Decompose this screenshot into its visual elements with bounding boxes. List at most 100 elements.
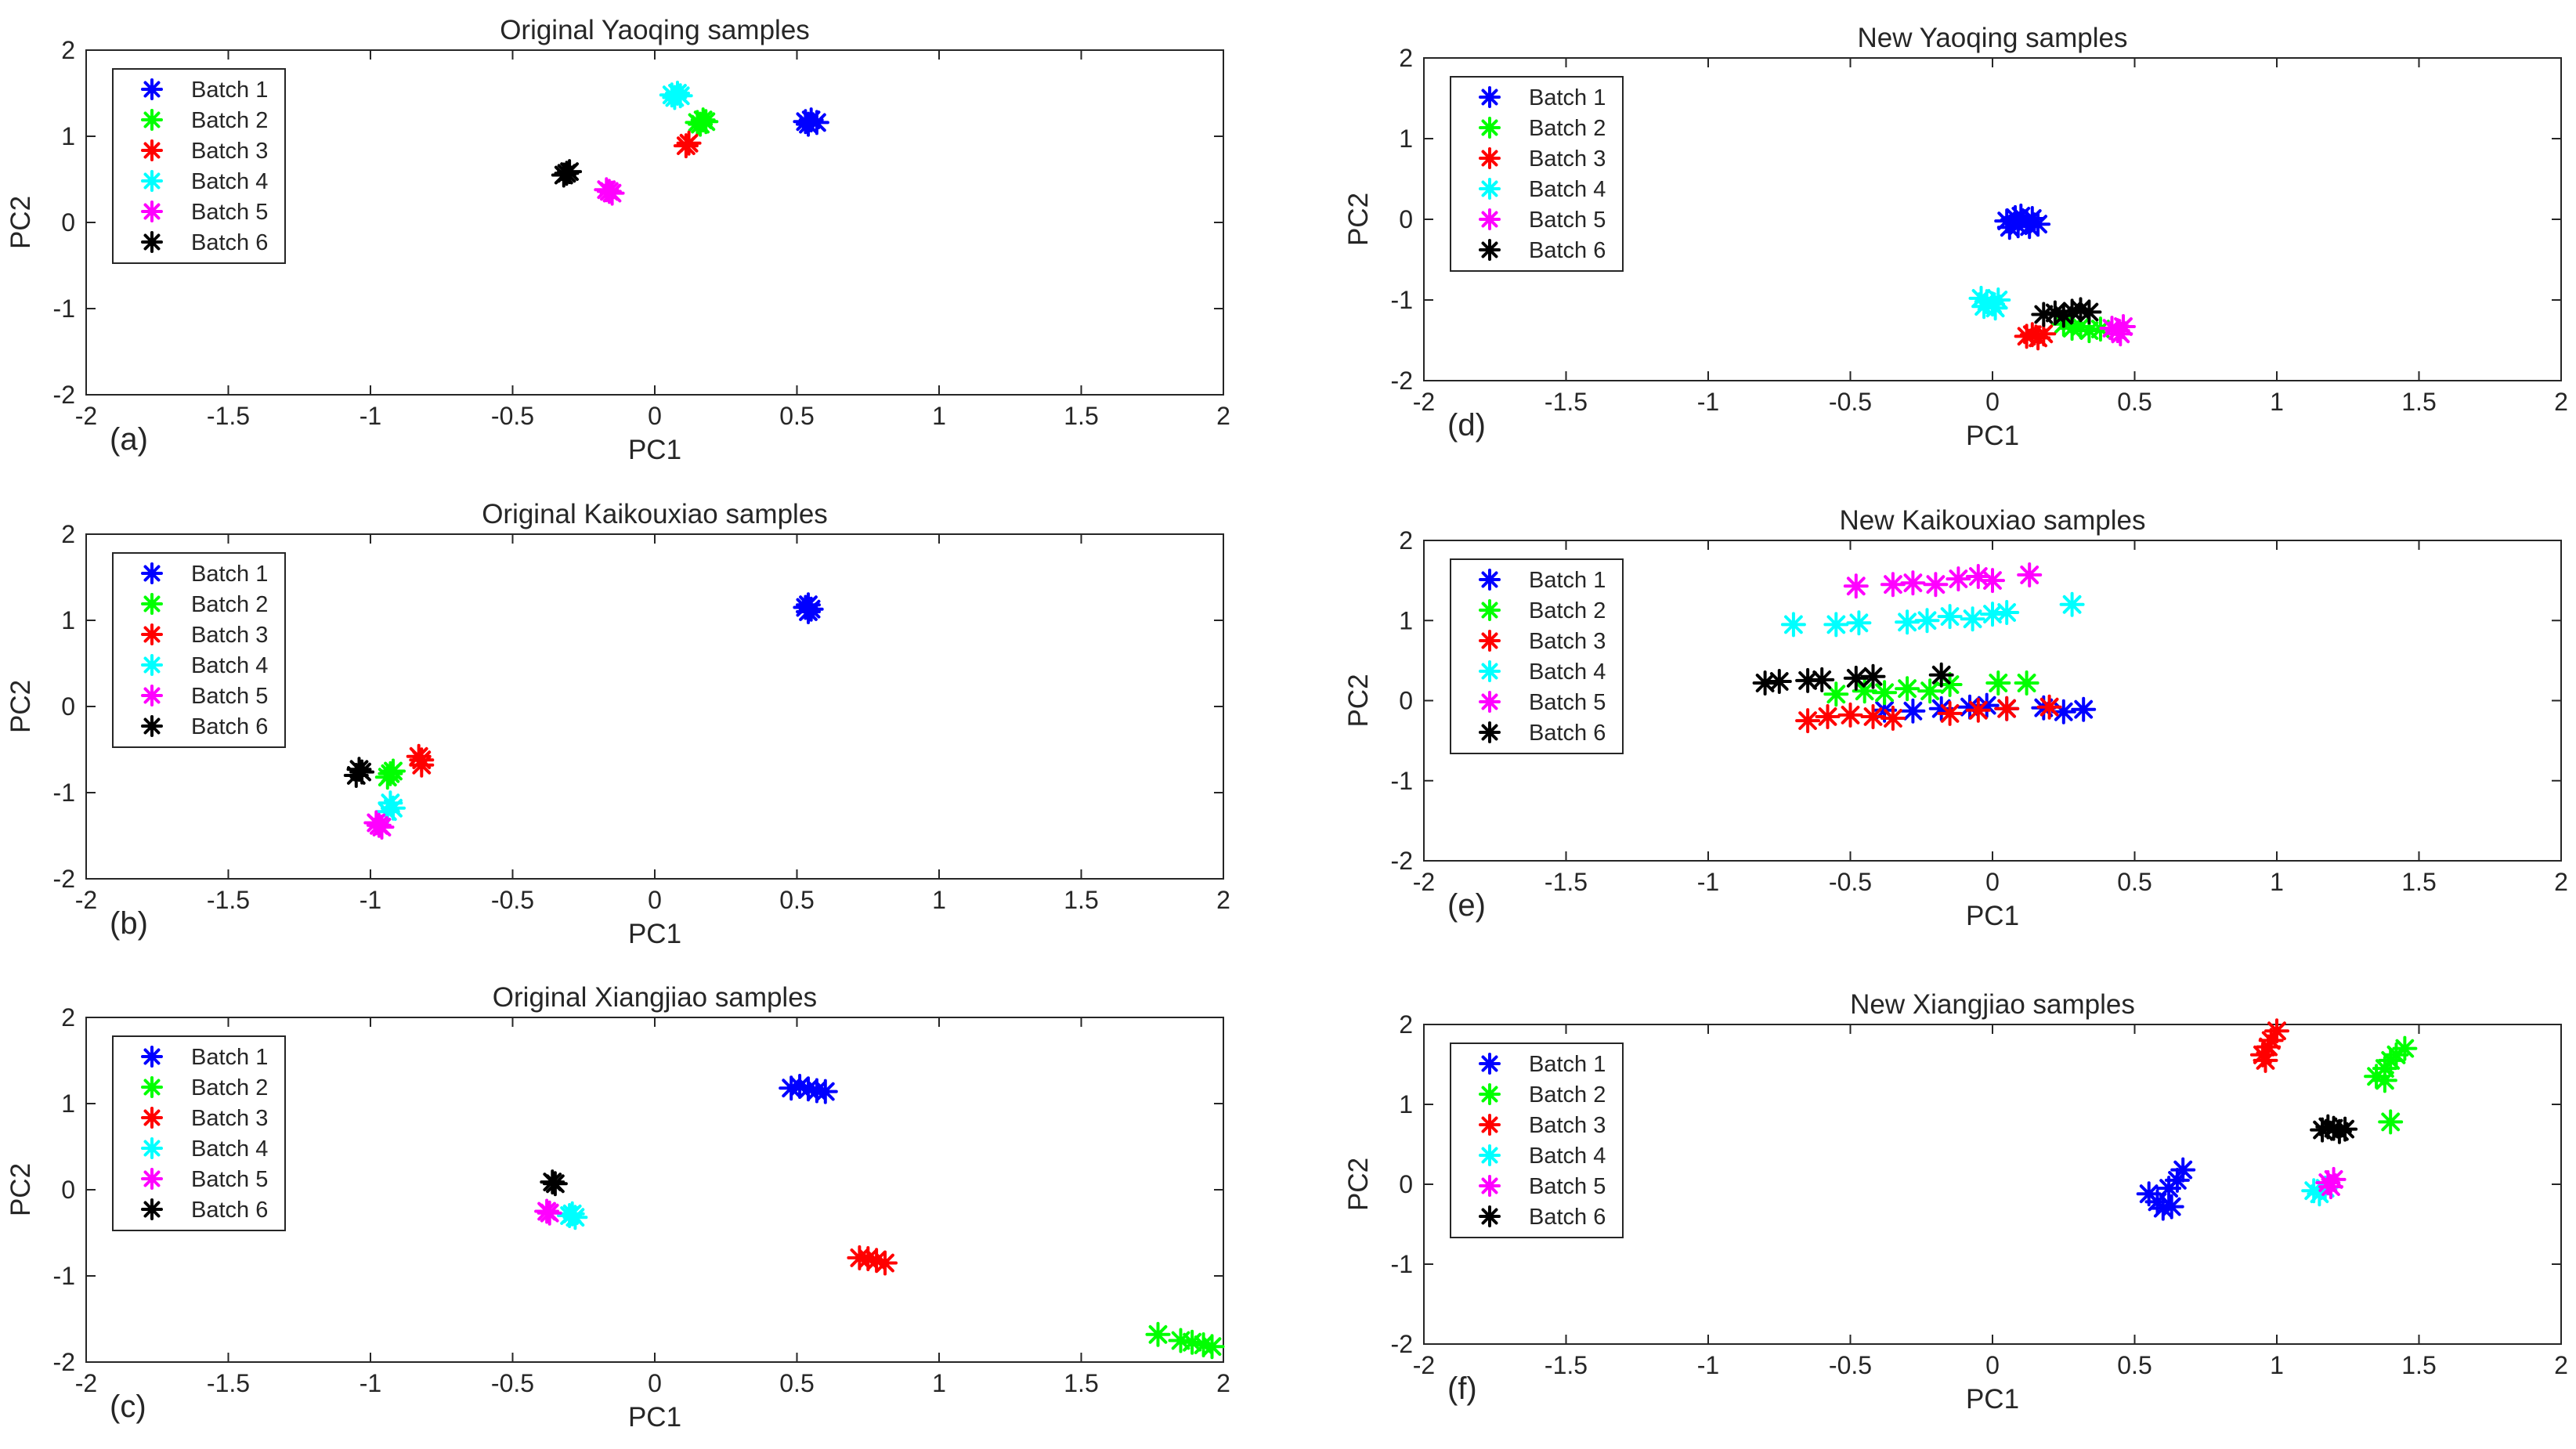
- y-tick-label: 0: [1399, 205, 1413, 233]
- panel-5: New Kaikouxiao samples -2 -1.5 -1 -0.5 0 0.5 1 1…: [1343, 505, 2568, 931]
- x-axis-label: PC1: [1966, 901, 2019, 931]
- x-tick-label: -1.5: [1545, 388, 1588, 416]
- data-point: [559, 1201, 585, 1227]
- x-tick-label: -2: [75, 402, 97, 430]
- data-point: [1937, 604, 1963, 630]
- y-tick-label: 2: [61, 520, 75, 548]
- legend-marker: [1479, 178, 1501, 200]
- series-batch-3: [847, 1245, 898, 1276]
- y-axis-label: PC2: [1343, 1158, 1374, 1211]
- x-tick-label: -2: [75, 1369, 97, 1397]
- x-tick-label: 1: [2270, 868, 2284, 896]
- data-point: [1965, 564, 1991, 589]
- x-tick-label: -1: [1697, 868, 1719, 896]
- data-point: [594, 177, 620, 203]
- legend-label: Batch 4: [191, 169, 268, 194]
- series-batch-1: [1994, 203, 2051, 240]
- data-point: [2031, 321, 2057, 347]
- y-tick-label: 0: [1399, 687, 1413, 715]
- data-point: [1809, 667, 1835, 692]
- series-batch-1: [793, 592, 824, 624]
- legend-marker: [1479, 117, 1501, 139]
- data-point: [2059, 591, 2085, 617]
- x-tick-label: -0.5: [1829, 868, 1872, 896]
- data-point: [1823, 681, 1849, 707]
- series-batch-2: [2364, 1035, 2418, 1135]
- data-point: [2310, 1117, 2336, 1143]
- x-axis-label: PC1: [628, 435, 681, 465]
- data-point: [2025, 211, 2051, 237]
- data-point: [779, 1075, 804, 1101]
- legend-label: Batch 4: [1529, 659, 1606, 685]
- x-tick-label: -1.5: [1545, 1351, 1588, 1379]
- legend: Batch 1 Batch 2 Batch 3 Batch 4 Batch 5 Batch…: [1450, 558, 1624, 754]
- series-batch-3: [2249, 1018, 2289, 1073]
- x-tick-label: 1.5: [2401, 388, 2436, 416]
- legend-marker: [1479, 630, 1501, 652]
- data-point: [1843, 573, 1869, 599]
- legend: Batch 1 Batch 2 Batch 3 Batch 4 Batch 5 Batch…: [112, 68, 286, 264]
- data-point: [2378, 1109, 2404, 1135]
- legend-marker: [141, 715, 163, 737]
- series-batch-6: [343, 757, 375, 788]
- data-point: [1928, 696, 1954, 721]
- legend-marker: [1479, 569, 1501, 591]
- legend-marker: [141, 1076, 163, 1098]
- data-point: [2050, 699, 2076, 724]
- data-point: [1880, 572, 1906, 598]
- x-tick-label: 0.5: [779, 886, 814, 914]
- x-tick-label: 0: [648, 886, 662, 914]
- legend-label: Batch 6: [1529, 721, 1606, 746]
- data-point: [1843, 665, 1869, 691]
- data-point: [2050, 302, 2076, 328]
- x-tick-label: 0.5: [2117, 1351, 2151, 1379]
- data-point: [1880, 706, 1906, 731]
- data-point: [1823, 612, 1849, 638]
- panel-2: Original Kaikouxiao samples -2 -1.5 -1 -0.5 0…: [5, 499, 1230, 949]
- legend-label: Batch 3: [1529, 146, 1606, 172]
- legend-marker: [141, 1168, 163, 1190]
- legend: Batch 1 Batch 2 Batch 3 Batch 4 Batch 5 Batch…: [1450, 1042, 1624, 1238]
- y-tick-label: 2: [61, 36, 75, 64]
- data-point: [1895, 609, 1920, 635]
- x-tick-label: -0.5: [491, 886, 534, 914]
- data-point: [2036, 694, 2062, 720]
- series-batch-2: [374, 758, 406, 790]
- legend-marker: [141, 1046, 163, 1068]
- data-point: [1852, 678, 1877, 704]
- series-batch-6: [540, 1169, 568, 1197]
- series-batch-1: [779, 1074, 838, 1104]
- legend-label: Batch 5: [191, 684, 268, 709]
- data-point: [2332, 1116, 2358, 1142]
- series-batch-4: [557, 1201, 588, 1230]
- x-tick-label: -2: [75, 886, 97, 914]
- legend-marker: [1479, 147, 1501, 169]
- data-point: [855, 1246, 881, 1271]
- chart-title: New Kaikouxiao samples: [1839, 505, 2145, 536]
- data-point: [537, 1200, 562, 1226]
- series-batch-5: [363, 810, 395, 840]
- legend-marker: [1479, 208, 1501, 230]
- data-point: [2108, 321, 2133, 347]
- legend-label: Batch 3: [1529, 1113, 1606, 1138]
- data-point: [1946, 566, 1971, 592]
- chart-title: Original Yaoqing samples: [500, 15, 810, 45]
- data-point: [1780, 612, 1806, 638]
- y-axis-label: PC2: [1343, 193, 1374, 246]
- y-tick-label: 1: [1399, 125, 1413, 153]
- y-tick-label: -1: [53, 779, 75, 807]
- series-batch-5: [2315, 1166, 2347, 1200]
- legend: Batch 1 Batch 2 Batch 3 Batch 4 Batch 5 Batch…: [112, 552, 286, 748]
- data-point: [1957, 694, 1982, 720]
- series-batch-3: [2014, 321, 2057, 351]
- y-axis-label: PC2: [1343, 674, 1374, 727]
- x-tick-label: 1.5: [1064, 402, 1098, 430]
- data-point: [1980, 568, 2005, 594]
- legend-box: [112, 68, 286, 264]
- x-axis-label: PC1: [628, 919, 681, 949]
- data-point: [1815, 704, 1841, 729]
- x-tick-label: -1: [359, 1369, 381, 1397]
- x-tick-label: -1: [1697, 1351, 1719, 1379]
- legend-label: Batch 6: [191, 1198, 268, 1223]
- data-point: [2076, 299, 2102, 325]
